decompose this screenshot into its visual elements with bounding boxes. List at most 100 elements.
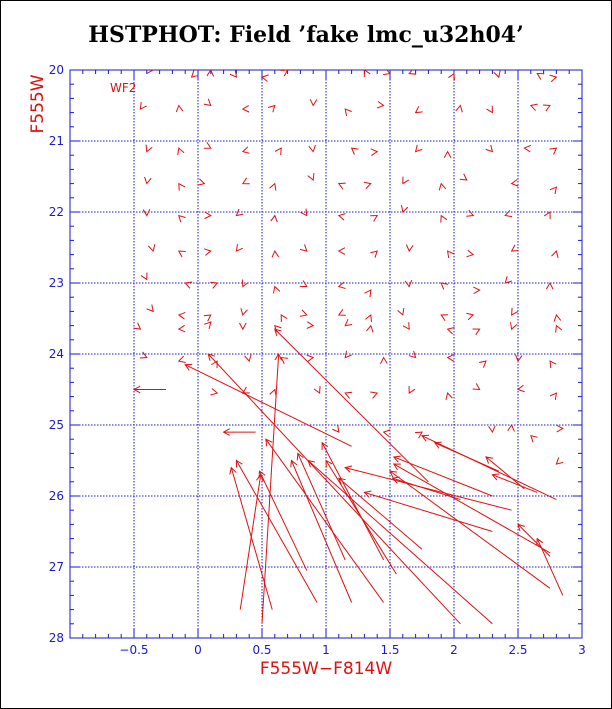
data-marker (267, 104, 276, 113)
x-tick-label: −0.5 (119, 643, 148, 657)
data-marker (414, 144, 423, 153)
data-marker (325, 70, 327, 72)
data-marker (438, 182, 447, 191)
vector-head (229, 466, 237, 475)
data-vector (297, 453, 346, 561)
data-marker (139, 102, 147, 110)
data-marker (472, 328, 481, 336)
data-marker (280, 70, 289, 77)
grid-lines (70, 70, 582, 638)
data-vector (389, 470, 551, 589)
y-tick-label: 23 (49, 276, 64, 290)
data-vector (517, 524, 551, 557)
data-marker (443, 150, 452, 159)
data-marker (307, 173, 315, 182)
data-marker (274, 147, 282, 156)
data-marker (472, 383, 481, 391)
data-marker (556, 424, 564, 433)
data-marker (306, 354, 315, 363)
data-vector (239, 474, 262, 610)
data-marker (197, 178, 206, 186)
data-vector (265, 438, 385, 603)
data-marker (337, 182, 346, 190)
data-marker (344, 108, 352, 117)
data-marker (271, 250, 280, 258)
data-marker (536, 73, 545, 80)
data-vector (364, 491, 493, 532)
vector-head (274, 328, 282, 337)
data-marker (376, 100, 385, 109)
data-marker (350, 147, 359, 155)
data-marker (543, 211, 551, 220)
data-marker (313, 386, 321, 394)
data-marker (145, 144, 153, 153)
data-vector (393, 463, 551, 554)
data-marker (241, 146, 250, 154)
data-marker (148, 244, 156, 253)
y-axis-title: F555W (28, 74, 48, 133)
y-tick-label: 28 (49, 631, 64, 645)
data-marker (300, 208, 308, 217)
data-marker (549, 147, 558, 155)
data-vector (434, 442, 500, 472)
data-marker (488, 425, 496, 434)
data-marker (414, 106, 423, 114)
data-marker (466, 312, 475, 321)
data-vector (235, 460, 318, 603)
data-vector (492, 474, 538, 493)
vector-head (325, 459, 333, 468)
data-marker (555, 324, 563, 333)
data-vector (338, 477, 423, 550)
data-marker (299, 309, 308, 317)
vector-head (184, 363, 193, 371)
vector-head (132, 385, 141, 394)
data-marker (344, 350, 352, 359)
x-tick-label: 0 (194, 643, 202, 657)
vector-head (344, 465, 353, 473)
data-marker (270, 214, 278, 223)
data-vector (261, 353, 280, 624)
data-marker (144, 176, 152, 185)
data-vector (392, 477, 461, 501)
data-marker (204, 211, 212, 220)
data-marker (280, 356, 289, 365)
data-marker (184, 281, 193, 289)
x-tick-label: 1 (322, 643, 330, 657)
data-marker (549, 74, 558, 83)
data-marker (504, 209, 513, 218)
data-marker (299, 244, 308, 252)
y-tick-label: 22 (49, 205, 64, 219)
data-marker (308, 144, 316, 153)
data-marker (175, 104, 184, 113)
data-marker (235, 244, 244, 252)
vector-head (389, 470, 398, 478)
data-marker (440, 282, 449, 290)
vector-head (235, 459, 243, 468)
y-tick-label: 21 (49, 134, 64, 148)
data-vector (184, 364, 352, 447)
vector-head (338, 477, 346, 485)
y-tick-label: 24 (49, 347, 64, 361)
data-marker (511, 307, 518, 316)
x-tick-label: 2.5 (508, 643, 527, 657)
data-marker (516, 384, 525, 393)
data-marker (408, 386, 416, 394)
vector-head (307, 459, 316, 468)
data-marker (344, 391, 353, 399)
data-marker (510, 322, 518, 331)
data-marker (204, 248, 212, 256)
data-marker (400, 205, 409, 213)
data-marker (466, 249, 475, 258)
data-marker (244, 354, 252, 363)
data-marker (504, 276, 513, 284)
data-marker (529, 103, 538, 111)
data-marker (448, 72, 455, 81)
data-marker (241, 105, 250, 113)
data-vectors (132, 70, 564, 625)
x-tick-label: 0.5 (252, 643, 271, 657)
vector-head (392, 463, 401, 471)
data-marker (473, 286, 481, 295)
vector-head (421, 434, 430, 442)
data-marker (549, 360, 557, 369)
